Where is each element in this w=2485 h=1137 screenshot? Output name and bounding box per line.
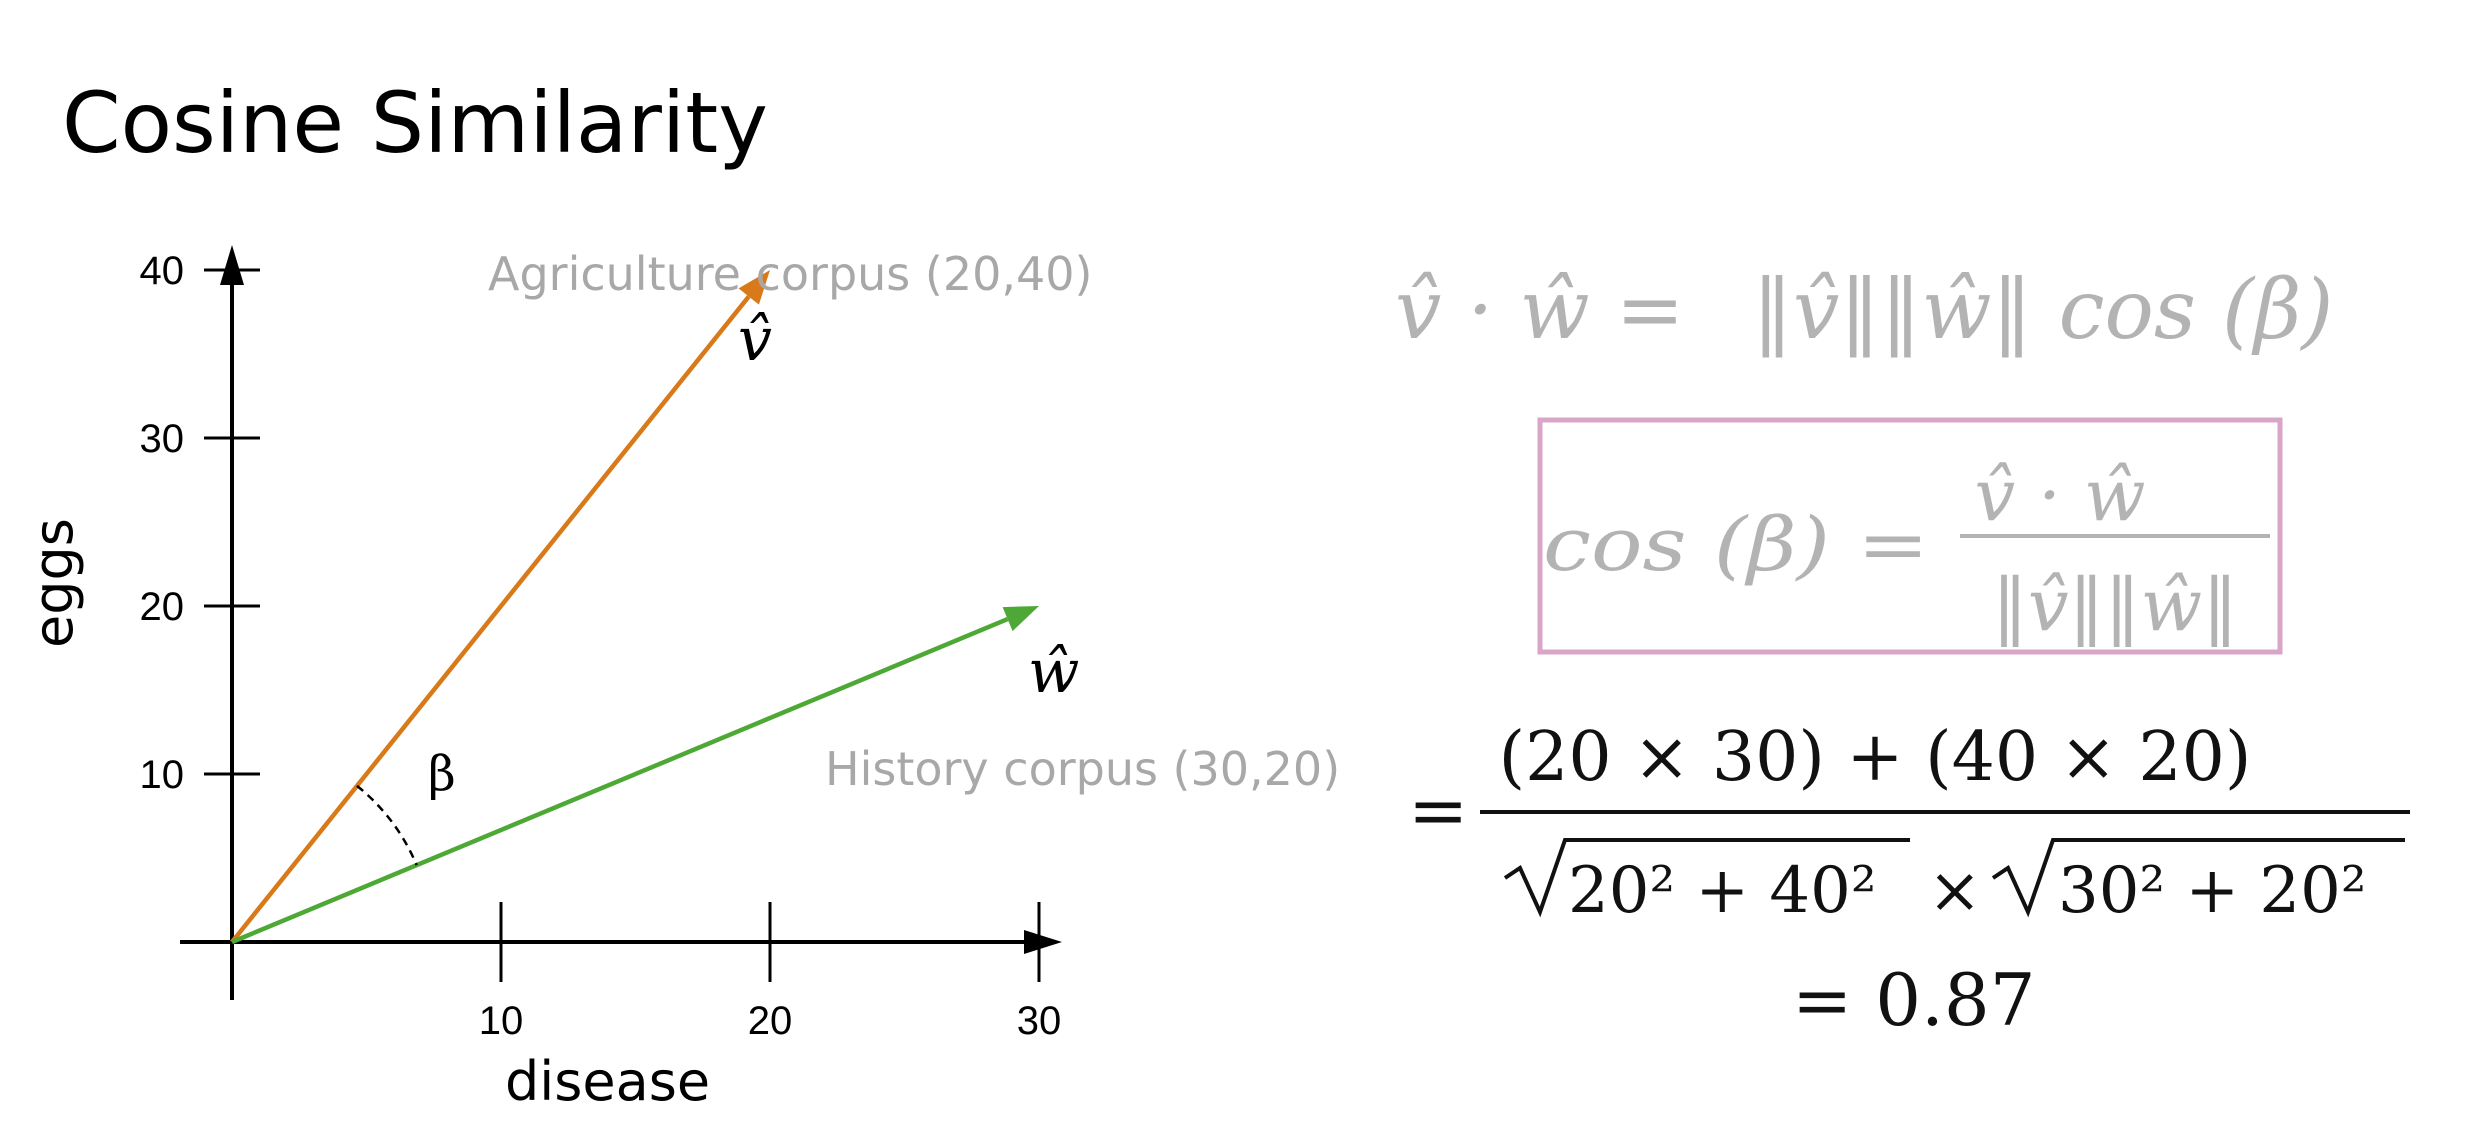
calc-den-left: 20² + 40² bbox=[1568, 854, 1877, 928]
y-tick-label: 30 bbox=[140, 417, 185, 461]
axis-ticks: 10 20 30 10 20 30 40 bbox=[140, 249, 1062, 1043]
dot-product-equation: v̂ · ŵ = ‖v̂‖‖ŵ‖ cos (β) bbox=[1395, 263, 2333, 358]
calc-times: × bbox=[1928, 854, 1982, 928]
vector-w-symbol: ŵ bbox=[1028, 637, 1079, 707]
history-corpus-label: History corpus (30,20) bbox=[825, 742, 1340, 796]
angle-arc bbox=[356, 784, 418, 866]
calc-den-right: 30² + 20² bbox=[2058, 854, 2367, 928]
result-value: = 0.87 bbox=[1792, 958, 2036, 1042]
x-tick-label: 10 bbox=[479, 999, 524, 1043]
y-axis-arrowhead bbox=[220, 245, 244, 285]
boxed-numerator: v̂ · ŵ bbox=[1975, 453, 2146, 537]
vector-v-arrowhead bbox=[738, 270, 770, 305]
calc-equals: = bbox=[1408, 768, 1468, 852]
boxed-denominator: ‖v̂‖‖ŵ‖ bbox=[1992, 563, 2238, 647]
boxed-lhs: cos (β) = bbox=[1543, 502, 1929, 588]
calc-numerator: (20 × 30) + (40 × 20) bbox=[1499, 718, 2252, 797]
dot-lhs: v̂ · ŵ = bbox=[1395, 263, 1684, 358]
agriculture-corpus-label: Agriculture corpus (20,40) bbox=[488, 247, 1092, 301]
cosine-formula-box: cos (β) = v̂ · ŵ ‖v̂‖‖ŵ‖ bbox=[1537, 417, 2283, 655]
vector-w-line bbox=[231, 616, 1009, 945]
x-tick-label: 30 bbox=[1017, 999, 1062, 1043]
x-axis-arrowhead bbox=[1024, 930, 1062, 954]
vector-v-symbol: v̂ bbox=[738, 305, 772, 375]
y-tick-label: 20 bbox=[140, 585, 185, 629]
plot-axes bbox=[180, 245, 1062, 1000]
page-title: Cosine Similarity bbox=[62, 74, 768, 172]
angle-label: β bbox=[428, 746, 456, 802]
y-tick-label: 10 bbox=[140, 753, 185, 797]
vector-w-arrowhead bbox=[1002, 606, 1039, 632]
formula-box bbox=[1537, 417, 2283, 655]
dot-rhs: ‖v̂‖‖ŵ‖ cos (β) bbox=[1752, 263, 2333, 358]
y-tick-label: 40 bbox=[140, 249, 185, 293]
x-tick-label: 20 bbox=[748, 999, 793, 1043]
y-axis-label: eggs bbox=[22, 518, 85, 648]
sqrt-left-sign bbox=[1503, 838, 1910, 918]
sqrt-right-sign bbox=[1991, 838, 2405, 918]
vector-v-line bbox=[230, 295, 751, 944]
calculation-equation: = (20 × 30) + (40 × 20) 20² + 40² × 30² … bbox=[1408, 718, 2410, 928]
x-axis-label: disease bbox=[505, 1050, 710, 1113]
vectors bbox=[230, 270, 1039, 945]
